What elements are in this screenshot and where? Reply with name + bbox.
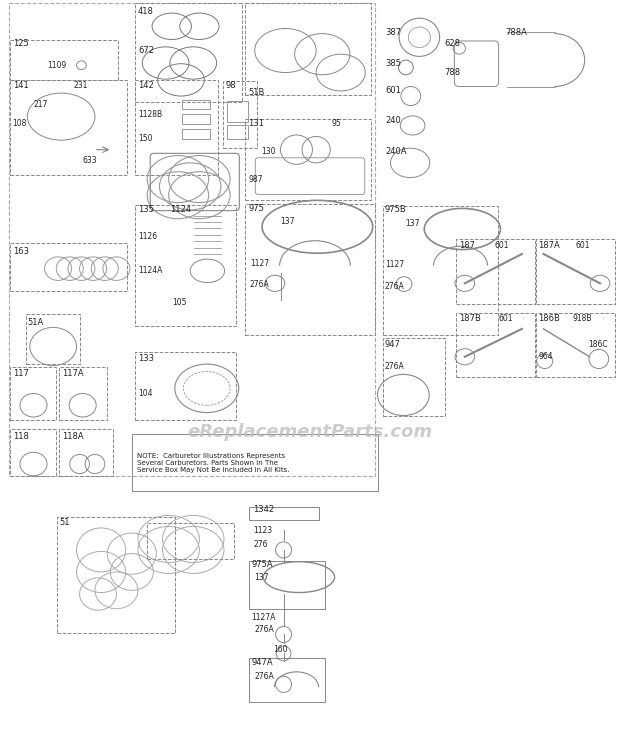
Text: 276A: 276A — [385, 362, 405, 371]
Bar — [182, 129, 210, 138]
Text: 125: 125 — [12, 38, 29, 47]
Bar — [227, 126, 248, 138]
Text: 217: 217 — [33, 100, 48, 109]
Text: 1126: 1126 — [138, 232, 157, 240]
Text: 987: 987 — [249, 175, 263, 184]
Text: 118A: 118A — [62, 431, 83, 440]
Text: 137: 137 — [280, 217, 295, 226]
Text: 137: 137 — [255, 573, 269, 582]
Text: 240: 240 — [385, 115, 401, 125]
Text: 1124A: 1124A — [138, 266, 162, 275]
Text: 947: 947 — [385, 340, 401, 349]
Text: eReplacementParts.com: eReplacementParts.com — [187, 423, 433, 442]
Text: 187A: 187A — [539, 240, 560, 249]
Text: 135: 135 — [138, 206, 154, 215]
Text: 1124: 1124 — [170, 206, 191, 215]
Text: 231: 231 — [73, 81, 88, 90]
Text: 1123: 1123 — [254, 525, 273, 534]
Text: 1127: 1127 — [385, 260, 404, 269]
Text: 1109: 1109 — [47, 61, 66, 70]
Text: 160: 160 — [273, 645, 288, 653]
Text: 276A: 276A — [255, 625, 275, 634]
Text: 131: 131 — [249, 119, 265, 129]
Text: 788A: 788A — [505, 27, 527, 37]
Text: 672: 672 — [138, 46, 154, 55]
Text: 975: 975 — [249, 204, 265, 213]
Text: 975A: 975A — [251, 560, 273, 569]
Text: 918B: 918B — [573, 314, 593, 323]
Text: 947A: 947A — [251, 658, 273, 667]
Text: 186C: 186C — [588, 340, 608, 349]
Text: 142: 142 — [138, 81, 154, 90]
Text: 141: 141 — [12, 81, 29, 90]
Bar — [227, 101, 248, 122]
Text: 276A: 276A — [385, 282, 405, 291]
Text: 104: 104 — [138, 389, 153, 398]
Text: 51B: 51B — [249, 88, 265, 97]
Text: 601: 601 — [498, 314, 513, 323]
Text: 601: 601 — [575, 240, 590, 249]
Text: 51: 51 — [60, 518, 70, 528]
Text: 385: 385 — [385, 58, 401, 67]
Text: 98: 98 — [225, 81, 236, 90]
Text: 137: 137 — [405, 218, 420, 228]
Text: 163: 163 — [12, 246, 29, 255]
Text: 130: 130 — [261, 147, 275, 155]
Text: 628: 628 — [444, 38, 460, 47]
Text: 95: 95 — [332, 119, 341, 129]
Text: 1127A: 1127A — [251, 613, 275, 622]
Text: 975B: 975B — [385, 206, 407, 215]
Text: 276A: 276A — [255, 673, 275, 682]
Text: 1128B: 1128B — [138, 110, 162, 119]
Text: 186B: 186B — [539, 314, 560, 323]
Text: 51A: 51A — [27, 317, 43, 327]
Bar — [182, 100, 210, 110]
Text: 150: 150 — [138, 134, 153, 143]
Text: NOTE:  Carburetor Illustrations Represents
Several Carburetors. Parts Shown In T: NOTE: Carburetor Illustrations Represent… — [137, 454, 289, 474]
Text: 108: 108 — [12, 119, 27, 129]
Text: 187B: 187B — [459, 314, 481, 323]
Text: 601: 601 — [494, 240, 509, 249]
Text: 117: 117 — [12, 369, 29, 378]
Text: 633: 633 — [82, 156, 97, 165]
Text: 117A: 117A — [62, 369, 83, 378]
Text: 276: 276 — [254, 540, 268, 549]
Text: 601: 601 — [385, 87, 401, 95]
Text: 187: 187 — [459, 240, 475, 249]
Text: 1127: 1127 — [250, 259, 269, 268]
Text: 788: 788 — [444, 68, 460, 77]
Text: 118: 118 — [12, 431, 29, 440]
Text: 1342: 1342 — [254, 505, 275, 514]
Text: 133: 133 — [138, 354, 154, 363]
Bar — [182, 115, 210, 124]
Text: 387: 387 — [385, 27, 401, 37]
Text: 418: 418 — [138, 7, 154, 16]
Text: 105: 105 — [172, 298, 186, 307]
Text: 964: 964 — [539, 352, 553, 361]
Text: 276A: 276A — [250, 280, 270, 289]
Text: 240A: 240A — [385, 147, 407, 155]
